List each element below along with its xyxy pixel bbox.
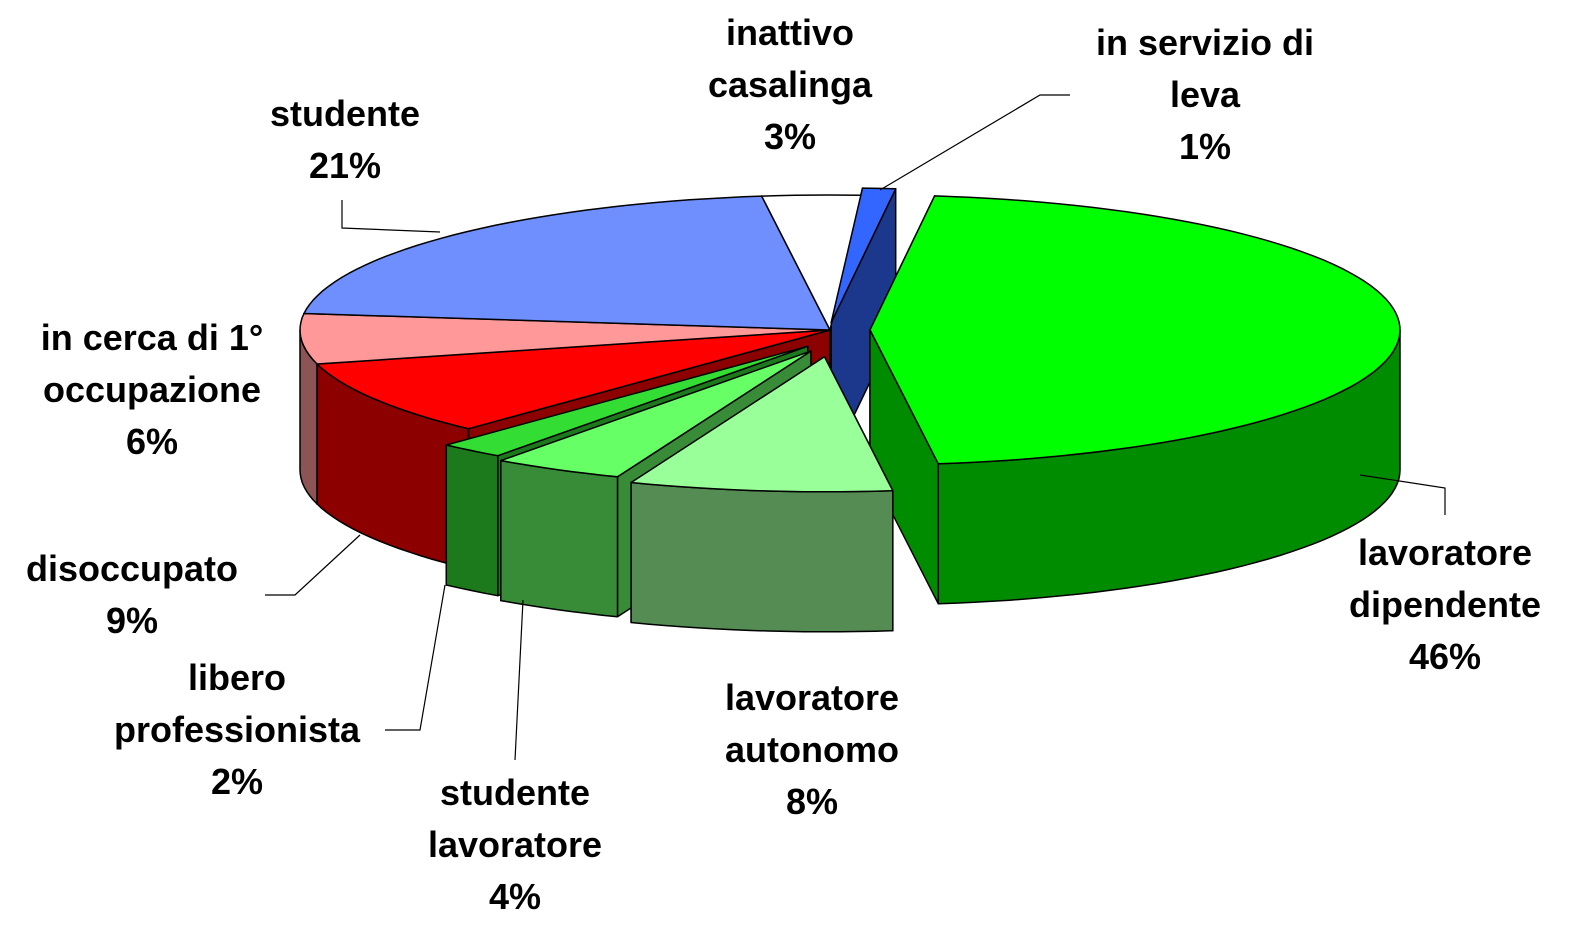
slice-top <box>316 329 831 430</box>
slice-label: in servizio di leva 1% <box>1096 17 1314 173</box>
category-label: lavoratore dipendente <box>1348 532 1542 625</box>
category-label: in cerca di 1° occupazione <box>40 317 264 410</box>
leader-line <box>341 200 441 233</box>
leader-line <box>514 599 524 761</box>
slice-label: lavoratore autonomo 8% <box>725 672 899 828</box>
slice-top <box>445 345 809 457</box>
slice-top <box>303 195 831 331</box>
slice-label: disoccupato 9% <box>26 543 238 647</box>
category-label: studente lavoratore <box>427 772 603 865</box>
value-label: 9% <box>105 600 159 641</box>
value-label: 8% <box>785 781 839 822</box>
slice-label: inattivo casalinga 3% <box>708 7 872 163</box>
slice-side <box>445 444 499 597</box>
leader-line <box>1359 474 1446 515</box>
category-label: libero professionista <box>113 657 361 750</box>
slice-side <box>630 481 894 633</box>
value-label: 21% <box>308 145 382 186</box>
slice-side <box>500 459 619 618</box>
leader-line <box>265 534 361 596</box>
value-label: 1% <box>1178 126 1232 167</box>
slice-label: in cerca di 1° occupazione 6% <box>41 312 264 468</box>
slice-top <box>630 356 894 493</box>
slice-top <box>760 194 863 331</box>
category-label: lavoratore autonomo <box>724 677 900 770</box>
slice-top <box>869 195 1401 465</box>
slice-label: studente lavoratore 4% <box>428 767 602 923</box>
category-label: in servizio di leva <box>1095 22 1315 115</box>
slice-label: libero professionista 2% <box>114 652 360 808</box>
category-label: inattivo casalinga <box>707 12 873 105</box>
slice-top <box>500 350 812 478</box>
leader-line <box>385 584 446 731</box>
value-label: 2% <box>210 761 264 802</box>
slice-top <box>830 187 897 324</box>
value-label: 4% <box>488 876 542 917</box>
value-label: 3% <box>763 116 817 157</box>
slice-label: lavoratore dipendente 46% <box>1349 527 1541 683</box>
leader-line <box>879 94 1070 191</box>
value-label: 6% <box>125 421 179 462</box>
category-label: studente <box>269 93 421 134</box>
value-label: 46% <box>1408 636 1482 677</box>
category-label: disoccupato <box>25 548 239 589</box>
slice-label: studente 21% <box>270 88 420 192</box>
